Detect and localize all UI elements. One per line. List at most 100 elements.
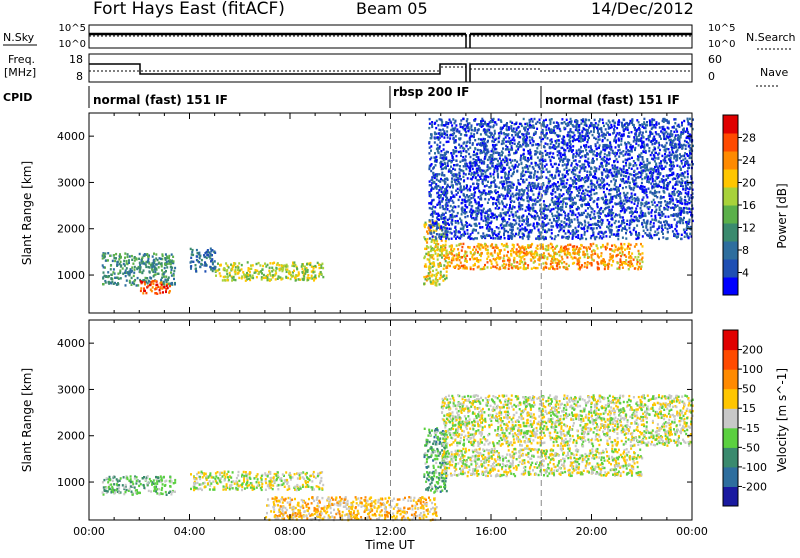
power-cell (451, 177, 453, 179)
power-cell (560, 152, 562, 154)
power-cell (622, 237, 624, 239)
power-cell (158, 262, 160, 264)
power-cell (587, 257, 589, 259)
power-cell (509, 142, 511, 144)
power-cell (432, 270, 434, 272)
power-cell (587, 194, 589, 196)
power-cell (482, 183, 484, 185)
power-cell (450, 205, 452, 207)
power-cell (529, 149, 531, 151)
power-cell (129, 280, 131, 282)
power-cell (590, 145, 592, 147)
power-cell (557, 181, 559, 183)
power-cell (567, 147, 569, 149)
power-cell (247, 261, 249, 263)
power-cell (673, 209, 675, 211)
power-cell (460, 228, 462, 230)
power-cell (473, 158, 475, 160)
power-cell (152, 286, 154, 288)
power-cell (545, 248, 547, 250)
power-cell (563, 261, 565, 263)
power-cell (644, 176, 646, 178)
power-cell (478, 123, 480, 125)
power-cell (294, 277, 296, 279)
power-cell (484, 198, 486, 200)
power-cell (430, 170, 432, 172)
power-cell (527, 150, 529, 152)
power-cell (166, 261, 168, 263)
power-cell (441, 172, 443, 174)
power-cell (508, 265, 510, 267)
power-cell (527, 195, 529, 197)
power-cell (296, 268, 298, 270)
power-cell (563, 221, 565, 223)
power-cell (153, 253, 155, 255)
power-cell (128, 259, 130, 261)
power-cell (531, 137, 533, 139)
power-cell (463, 186, 465, 188)
power-cell (576, 138, 578, 140)
power-cell (499, 253, 501, 255)
power-cell (623, 200, 625, 202)
power-cell (471, 178, 473, 180)
power-cell (630, 150, 632, 152)
power-cell (544, 125, 546, 127)
power-cell (584, 170, 586, 172)
power-cell (558, 194, 560, 196)
power-cell (584, 266, 586, 268)
power-cell (170, 260, 172, 262)
power-cell (559, 266, 561, 268)
power-cell (108, 275, 110, 277)
power-cell (431, 241, 433, 243)
power-cell (133, 275, 135, 277)
power-cell (631, 201, 633, 203)
power-cell (298, 273, 300, 275)
power-cell (581, 234, 583, 236)
power-cell (480, 235, 482, 237)
power-cell (147, 255, 149, 257)
power-cell (451, 262, 453, 264)
power-cell (431, 254, 433, 256)
power-cell (596, 245, 598, 247)
power-cell (227, 276, 229, 278)
power-cell (219, 272, 221, 274)
power-cell (204, 256, 206, 258)
power-cell (269, 272, 271, 274)
power-cell (544, 159, 546, 161)
power-cell (462, 176, 464, 178)
power-cell (458, 265, 460, 267)
power-cell (515, 220, 517, 222)
power-cell (477, 251, 479, 253)
power-cell (439, 206, 441, 208)
power-cell (545, 267, 547, 269)
power-cell (658, 122, 660, 124)
power-cell (597, 129, 599, 131)
power-cell (528, 244, 530, 246)
power-cell (528, 247, 530, 249)
power-cell (643, 118, 645, 120)
power-cell (512, 205, 514, 207)
power-cell (142, 256, 144, 258)
power-cell (136, 284, 138, 286)
power-cell (430, 214, 432, 216)
power-cell (523, 252, 525, 254)
power-cell (292, 275, 294, 277)
power-cell (580, 198, 582, 200)
power-cell (494, 251, 496, 253)
power-cell (478, 245, 480, 247)
power-cell (427, 227, 429, 229)
power-cell (466, 229, 468, 231)
power-cell (459, 161, 461, 163)
power-cell (573, 262, 575, 264)
power-cell (542, 244, 544, 246)
power-cell (222, 279, 224, 281)
power-cell (485, 249, 487, 251)
power-cell (458, 144, 460, 146)
power-cell (117, 273, 119, 275)
power-cell (519, 262, 521, 264)
power-cell (430, 250, 432, 252)
power-cell (139, 262, 141, 264)
power-cell (617, 161, 619, 163)
power-cell (590, 243, 592, 245)
power-cell (168, 261, 170, 263)
